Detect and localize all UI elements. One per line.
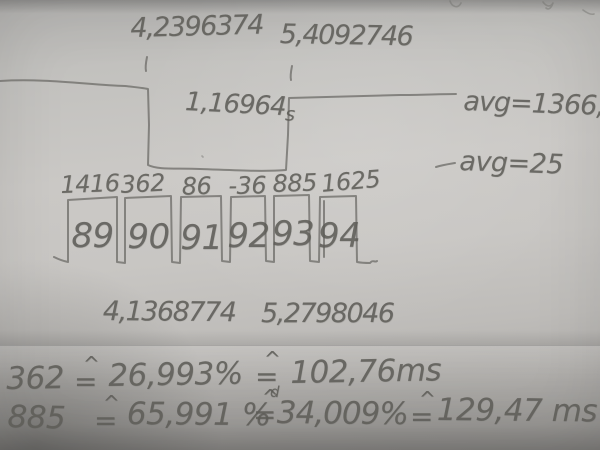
corresponds-eq: = — [74, 365, 97, 398]
timestamp-bottom-left: 4,1368774 — [102, 296, 236, 329]
paper-edge-shadow — [0, 330, 600, 345]
frame-value-93: 885 — [272, 168, 318, 198]
frame-number-92: 92 — [227, 216, 270, 256]
avg-lower-label: avg=25 — [458, 146, 564, 181]
avg-upper-label: avg=1366,1 — [462, 86, 600, 123]
stray-mark-top-3 — [582, 9, 595, 16]
edge-tick-right — [289, 65, 293, 81]
formula2-percent-low: 34,009% — [276, 395, 408, 433]
formula2-time: 129,47 ms — [436, 392, 598, 430]
corresponds-hat: ^ — [103, 391, 120, 415]
formula2-correction-mark: d — [270, 383, 280, 401]
upper-waveform — [0, 79, 457, 172]
frame-number-91: 91 — [180, 218, 223, 258]
frame-value-94: 1625 — [320, 164, 382, 198]
frame-value-90: 362 — [119, 168, 166, 199]
pulse-duration-label: 1,16964s — [184, 87, 295, 126]
timestamp-bottom-right: 5,2798046 — [261, 298, 395, 329]
stray-mark-dot — [201, 155, 204, 158]
corresponds-eq: = — [253, 398, 276, 431]
corresponds-symbol: ^ = — [410, 387, 440, 433]
frame-number-90: 90 — [127, 217, 170, 257]
corresponds-hat: ^ — [264, 347, 281, 371]
pulse-duration-value: 1,16964 — [184, 87, 287, 123]
edge-tick-left — [144, 56, 148, 72]
corresponds-symbol: ^ = — [253, 385, 283, 431]
stray-mark-top-2 — [542, 1, 554, 10]
corresponds-hat: ^ — [83, 352, 100, 376]
formula1-count: 362 — [6, 359, 65, 397]
frame-number-93: 93 — [272, 214, 315, 254]
frame-number-89: 89 — [71, 216, 114, 256]
avg-lower-dash — [435, 162, 456, 168]
corresponds-hat: ^ — [262, 385, 279, 409]
timestamp-top-right: 5,4092746 — [279, 19, 413, 53]
pulse-duration-unit: s — [284, 103, 295, 126]
timestamp-top-left: 4,2396374 — [130, 9, 264, 44]
formula2-percent-high: 65,991 % — [126, 396, 271, 434]
formula2-count: 885 — [7, 399, 66, 437]
corresponds-eq: = — [255, 360, 278, 393]
formula1-time: 102,76ms — [290, 352, 442, 391]
corresponds-eq: = — [94, 404, 117, 437]
corresponds-symbol: ^ = — [74, 352, 104, 398]
corresponds-symbol: ^ = — [255, 347, 285, 393]
frame-number-94: 94 — [318, 216, 361, 256]
corresponds-hat: ^ — [419, 387, 436, 411]
corresponds-symbol: ^ = — [94, 391, 124, 437]
frame-value-92: -36 — [228, 171, 267, 200]
lower-paper-sheet — [0, 345, 600, 450]
frame-value-91: 86 — [181, 171, 212, 201]
corresponds-eq: = — [410, 400, 433, 433]
stray-mark-top-1 — [449, 0, 462, 8]
frame-train-waveform — [53, 194, 378, 264]
formula1-percent: 26,993% — [108, 355, 244, 394]
frame-value-89: 1416 — [60, 168, 121, 199]
